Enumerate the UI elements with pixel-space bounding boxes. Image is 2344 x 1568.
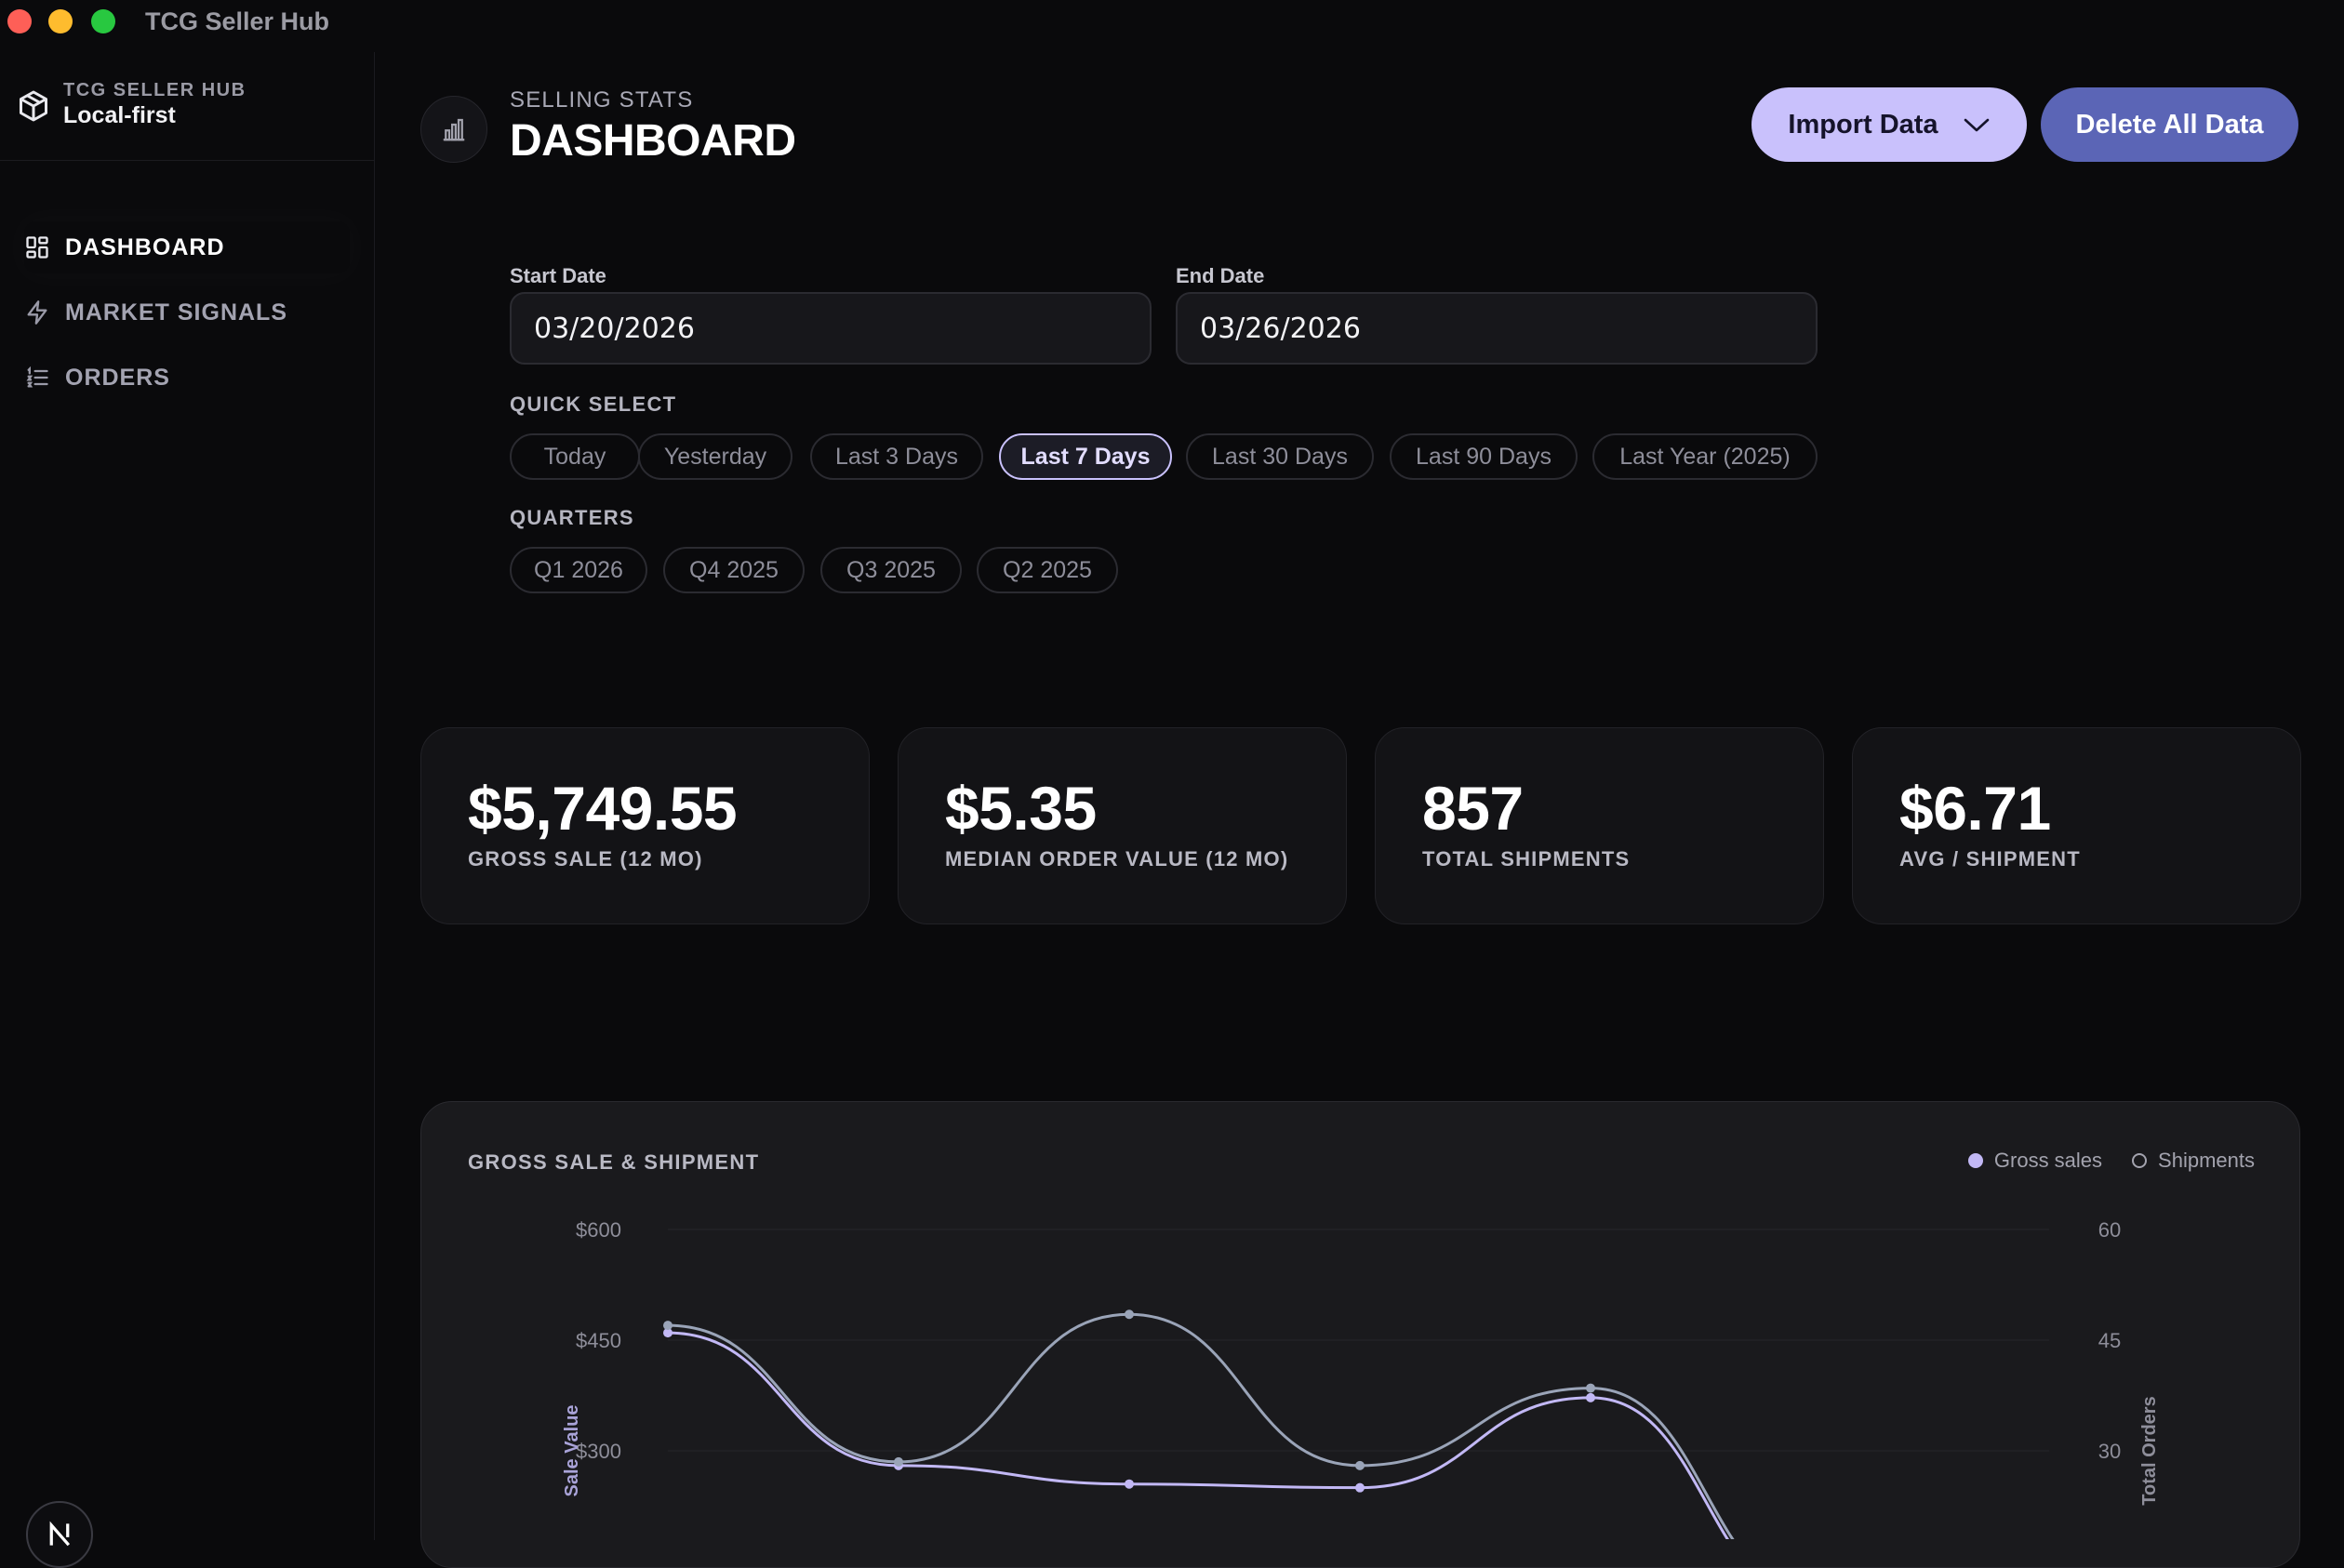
- y2-tick-label: 45: [2098, 1329, 2121, 1352]
- stat-card-avg-shipment: $6.71 AVG / SHIPMENT: [1852, 727, 2301, 924]
- stat-card-total-shipments: 857 TOTAL SHIPMENTS: [1375, 727, 1824, 924]
- data-point-gross-sales: [1125, 1479, 1134, 1489]
- stat-value: $6.71: [1899, 774, 2051, 843]
- lightning-icon: [27, 300, 47, 325]
- sidebar-item-market-signals[interactable]: MARKET SIGNALS: [24, 286, 350, 339]
- quick-select-label: QUICK SELECT: [510, 392, 677, 416]
- y2-axis-label: Total Orders: [2139, 1396, 2160, 1505]
- legend-item-shipments[interactable]: Shipments: [2132, 1149, 2255, 1173]
- data-point-shipments: [663, 1321, 673, 1331]
- page-eyebrow: SELLING STATS: [510, 87, 694, 113]
- quick-chip-yesterday[interactable]: Yesterday: [638, 433, 792, 480]
- y2-tick-label: 60: [2098, 1218, 2121, 1242]
- quarter-chip-q2-2025[interactable]: Q2 2025: [977, 547, 1118, 593]
- legend-label: Shipments: [2158, 1149, 2255, 1172]
- brand-block: TCG SELLER HUB Local-first: [0, 52, 374, 161]
- minimize-window-button[interactable]: [48, 9, 73, 33]
- cube-icon: [20, 90, 47, 122]
- close-window-button[interactable]: [7, 9, 32, 33]
- brand-eyebrow: TCG SELLER HUB: [63, 80, 246, 100]
- quick-chip-last-7-days[interactable]: Last 7 Days: [999, 433, 1172, 480]
- legend-swatch-shipments: [2132, 1153, 2148, 1168]
- stat-caption: GROSS SALE (12 MO): [468, 847, 703, 870]
- y-axis-label: Sale Value: [562, 1405, 582, 1497]
- data-point-shipments: [1125, 1309, 1134, 1320]
- start-date-input[interactable]: 03/20/2026: [510, 292, 1152, 365]
- quick-chip-last-3-days[interactable]: Last 3 Days: [810, 433, 983, 480]
- brand-subtitle: Local-first: [63, 102, 176, 128]
- chart-card: GROSS SALE & SHIPMENT Gross sales Shipme…: [420, 1101, 2300, 1568]
- data-point-shipments: [894, 1456, 903, 1467]
- quarter-chip-q4-2025[interactable]: Q4 2025: [663, 547, 805, 593]
- window-title: TCG Seller Hub: [145, 7, 330, 35]
- quick-chip-last-year[interactable]: Last Year (2025): [1592, 433, 1818, 480]
- quick-chip-today[interactable]: Today: [510, 433, 640, 480]
- sidebar-item-label: MARKET SIGNALS: [65, 299, 287, 326]
- y-tick-label: $600: [576, 1218, 621, 1242]
- next-badge-button[interactable]: [26, 1501, 93, 1568]
- data-point-gross-sales: [1355, 1482, 1365, 1493]
- stat-caption: AVG / SHIPMENT: [1899, 847, 2081, 870]
- maximize-window-button[interactable]: [91, 9, 115, 33]
- y-tick-label: $450: [576, 1329, 621, 1352]
- grid-icon: [26, 236, 48, 259]
- legend-label: Gross sales: [1993, 1149, 2103, 1172]
- y2-tick-label: 30: [2098, 1440, 2121, 1463]
- chart-title: GROSS SALE & SHIPMENT: [468, 1150, 760, 1174]
- quick-chip-last-30-days[interactable]: Last 30 Days: [1186, 433, 1374, 480]
- stat-caption: MEDIAN ORDER VALUE (12 MO): [945, 847, 1289, 870]
- chevron-down-icon: [1964, 118, 1989, 132]
- title-bar: TCG Seller Hub: [0, 0, 2344, 45]
- bar-chart-icon: [443, 118, 465, 141]
- start-date-label: Start Date: [510, 264, 606, 287]
- end-date-input[interactable]: 03/26/2026: [1176, 292, 1818, 365]
- y-tick-label: $300: [576, 1440, 621, 1463]
- series-line-shipments: [667, 1312, 1735, 1539]
- stat-value: $5.35: [945, 774, 1097, 843]
- sidebar: TCG SELLER HUB Local-first DASHBOARD MAR…: [0, 52, 375, 1568]
- data-point-gross-sales: [1586, 1392, 1595, 1402]
- legend-item-gross-sales[interactable]: Gross sales: [1967, 1149, 2103, 1173]
- sidebar-item-orders[interactable]: ORDERS: [24, 352, 350, 404]
- data-point-shipments: [1355, 1460, 1365, 1470]
- quick-chip-last-90-days[interactable]: Last 90 Days: [1390, 433, 1578, 480]
- delete-all-data-label: Delete All Data: [2075, 109, 2264, 140]
- list-icon: [26, 365, 48, 388]
- chart-legend: Gross sales Shipments: [1938, 1149, 2255, 1173]
- page-title: DASHBOARD: [510, 116, 796, 166]
- legend-swatch-gross-sales: [1967, 1153, 1983, 1168]
- stat-caption: TOTAL SHIPMENTS: [1422, 847, 1631, 870]
- stats-header-icon: [420, 96, 487, 163]
- stat-card-gross-sale: $5,749.55 GROSS SALE (12 MO): [420, 727, 870, 924]
- data-point-shipments: [1586, 1383, 1595, 1393]
- quarters-label: QUARTERS: [510, 506, 634, 529]
- end-date-label: End Date: [1176, 264, 1265, 287]
- sidebar-item-label: DASHBOARD: [65, 233, 225, 260]
- stat-card-median-order: $5.35 MEDIAN ORDER VALUE (12 MO): [898, 727, 1347, 924]
- import-data-label: Import Data: [1788, 109, 1938, 140]
- line-chart: $600 $450 $300 60 45 30 Sale Value Total Orders: [562, 1218, 2160, 1539]
- stat-value: 857: [1422, 774, 1524, 843]
- import-data-button[interactable]: Import Data: [1751, 87, 2027, 162]
- sidebar-item-dashboard[interactable]: DASHBOARD: [24, 221, 350, 273]
- sidebar-item-label: ORDERS: [65, 364, 170, 391]
- data-point-gross-sales: [663, 1328, 673, 1338]
- delete-all-data-button[interactable]: Delete All Data: [2041, 87, 2298, 162]
- series-line-gross-sales: [667, 1331, 1730, 1539]
- quarter-chip-q3-2025[interactable]: Q3 2025: [820, 547, 962, 593]
- n-logo-icon: [49, 1521, 71, 1547]
- stat-value: $5,749.55: [468, 774, 738, 843]
- quarter-chip-q1-2026[interactable]: Q1 2026: [510, 547, 647, 593]
